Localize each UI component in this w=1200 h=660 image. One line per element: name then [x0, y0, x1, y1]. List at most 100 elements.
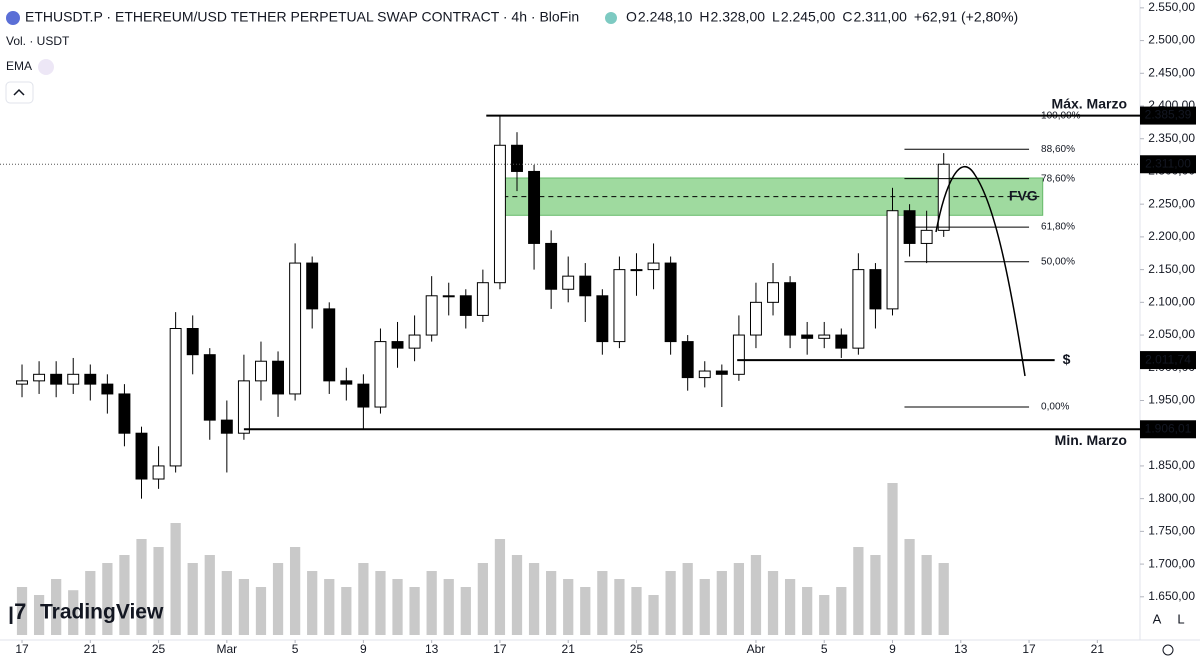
- volume-bar: [341, 587, 352, 635]
- log-button[interactable]: L: [1177, 611, 1184, 626]
- candle-body: [84, 373, 97, 385]
- volume-bar: [682, 563, 693, 635]
- candle-body: [272, 360, 285, 395]
- ema-icon[interactable]: [38, 59, 54, 75]
- logo-mark: ꞁ7: [8, 599, 26, 624]
- candle-body: [613, 269, 626, 343]
- volume-bar: [716, 571, 727, 635]
- volume-bar: [699, 579, 710, 635]
- ohlc-key: H: [699, 9, 709, 25]
- volume-bar: [324, 579, 335, 635]
- level-name: Máx. Marzo: [1052, 95, 1127, 111]
- y-tick-label: 2.450,00: [1148, 65, 1195, 79]
- price-tag-label: 1.906,01: [1145, 421, 1192, 435]
- y-tick-label: 1.750,00: [1148, 524, 1195, 538]
- volume-bar: [511, 555, 523, 635]
- ohlc-value: 2.311,00: [853, 9, 907, 25]
- fib-label: 50,00%: [1041, 256, 1075, 267]
- y-tick-label: 2.050,00: [1148, 327, 1195, 341]
- ohlc-value: 2.245,00: [781, 9, 836, 25]
- x-tick-label: 17: [15, 642, 29, 656]
- collapse-icon: [13, 88, 25, 96]
- volume-bar: [477, 563, 488, 635]
- x-tick-label: 9: [889, 642, 896, 656]
- volume-bar: [563, 579, 574, 635]
- volume-bar: [887, 483, 898, 635]
- x-tick-label: 5: [821, 642, 828, 656]
- volume-bar: [289, 547, 301, 635]
- candle-body: [340, 380, 353, 385]
- candle-body: [579, 275, 592, 297]
- volume-bar: [16, 587, 28, 635]
- price-tag: [1140, 351, 1196, 370]
- candle-body: [511, 144, 523, 172]
- candle-body: [237, 380, 250, 434]
- logo: TradingView: [40, 601, 164, 624]
- candle-body: [698, 370, 711, 379]
- volume-bar: [33, 595, 45, 635]
- y-tick-label: 1.700,00: [1148, 556, 1195, 570]
- y-tick-label: 2.100,00: [1148, 295, 1195, 309]
- candle-body: [476, 282, 489, 316]
- y-tick-label: 2.150,00: [1148, 262, 1195, 276]
- candle-body: [101, 383, 114, 395]
- candle-body: [220, 419, 233, 434]
- volume-bar: [51, 579, 62, 635]
- candle-body: [920, 229, 933, 244]
- volume-bar: [938, 563, 949, 635]
- x-tick-label: 21: [1091, 642, 1105, 656]
- volume-label: Vol. · USDT: [6, 34, 70, 48]
- status-dot: [605, 12, 617, 24]
- candle-body: [391, 341, 404, 349]
- volume-bar: [136, 539, 147, 635]
- volume-bar: [255, 587, 267, 635]
- symbol-icon: [6, 11, 20, 25]
- volume-bar: [784, 579, 796, 635]
- x-tick-label: 13: [954, 642, 968, 656]
- volume-bar: [68, 590, 79, 635]
- fib-label: 78,60%: [1041, 173, 1075, 184]
- candle-body: [732, 334, 745, 375]
- volume-bar: [767, 571, 779, 635]
- candle-body: [664, 262, 677, 343]
- volume-bar: [392, 579, 403, 635]
- candle-body: [886, 210, 899, 310]
- volume-bar: [614, 579, 625, 635]
- candle-body: [425, 295, 438, 336]
- auto-button[interactable]: A: [1153, 611, 1162, 626]
- ohlc-key: C: [842, 9, 852, 25]
- volume-bar: [85, 571, 96, 635]
- fvg-zone: [502, 177, 1044, 216]
- x-tick-label: Abr: [747, 642, 766, 656]
- candle-body: [493, 144, 506, 284]
- fvg-label: FVG: [1009, 187, 1038, 203]
- candle-body: [749, 301, 762, 336]
- candle-body: [374, 341, 387, 408]
- candle-body: [16, 380, 28, 385]
- candle-body: [289, 262, 302, 395]
- volume-bar: [221, 571, 232, 635]
- volume-bar: [750, 555, 762, 635]
- volume-bar: [665, 571, 676, 635]
- candle-body: [255, 360, 267, 382]
- y-tick-label: 1.650,00: [1148, 589, 1195, 603]
- candle-body: [408, 334, 421, 349]
- candle-body: [835, 334, 848, 349]
- settings-icon[interactable]: [1162, 644, 1174, 656]
- fib-label: 88,60%: [1041, 144, 1075, 155]
- collapse-button[interactable]: [5, 81, 34, 104]
- candle-body: [630, 269, 643, 272]
- candle-body: [33, 373, 46, 382]
- x-tick-label: 25: [152, 642, 166, 656]
- candle-body: [135, 432, 148, 480]
- volume-bar: [409, 587, 420, 635]
- volume-bar: [528, 563, 540, 635]
- candle-body: [459, 295, 472, 316]
- volume-bar: [119, 555, 130, 635]
- volume-bar: [546, 571, 557, 635]
- candle-body: [801, 334, 814, 339]
- candle-body: [152, 465, 165, 480]
- volume-bar: [426, 571, 437, 635]
- current-price-label: 2.311,00: [1145, 156, 1191, 170]
